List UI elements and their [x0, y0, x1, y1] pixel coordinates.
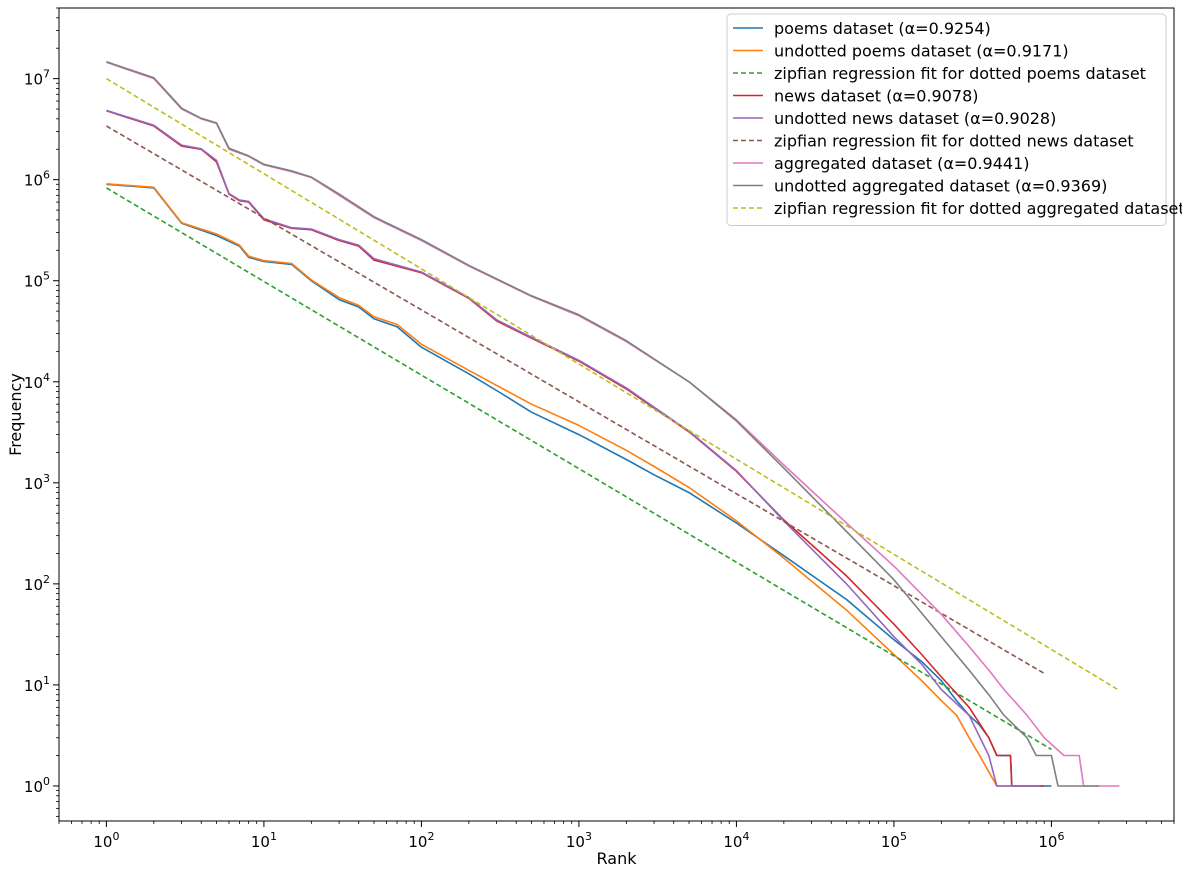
x-axis: 100 101 102 103 104 105 106 [58, 821, 1175, 851]
y-tick-label: 106 [24, 169, 50, 190]
y-tick-label-base: 10 [24, 71, 43, 89]
y-tick-label-exponent: 5 [43, 270, 50, 283]
y-tick-label: 103 [24, 472, 50, 493]
x-tick-label-base: 10 [93, 833, 112, 851]
x-tick-label: 104 [723, 830, 749, 851]
y-tick-label-base: 10 [24, 475, 43, 493]
y-tick-label: 105 [24, 270, 50, 291]
y-tick-label: 101 [24, 674, 50, 695]
series-line-0 [106, 183, 1052, 787]
y-axis-label: Frequency [6, 373, 25, 456]
y-tick-label-exponent: 2 [43, 573, 50, 586]
y-tick-label: 104 [24, 371, 50, 392]
x-axis-label: Rank [597, 849, 638, 868]
legend-label: zipfian regression fit for dotted poems … [774, 64, 1146, 83]
y-tick-label: 107 [24, 68, 50, 89]
legend-label: zipfian regression fit for dotted aggreg… [774, 199, 1182, 218]
y-tick-label-exponent: 1 [43, 674, 50, 687]
x-tick-label-exponent: 3 [585, 830, 592, 843]
legend-label: aggregated dataset (α=0.9441) [774, 154, 1030, 173]
plot-frame [58, 7, 1175, 822]
series-line-6 [106, 61, 1120, 787]
x-tick-label-base: 10 [408, 833, 427, 851]
x-tick-label-exponent: 1 [270, 830, 277, 843]
y-tick-label-exponent: 3 [43, 472, 50, 485]
y-tick-label-exponent: 6 [43, 169, 50, 182]
y-tick-label-exponent: 0 [43, 775, 50, 788]
y-tick-label-base: 10 [24, 778, 43, 796]
x-tick-label: 101 [251, 830, 277, 851]
x-tick-label: 102 [408, 830, 434, 851]
y-tick-label-base: 10 [24, 374, 43, 392]
y-tick-label-base: 10 [24, 172, 43, 190]
series-line-2 [105, 187, 1052, 751]
series-line-5 [105, 125, 1045, 675]
x-tick-label-exponent: 2 [427, 830, 434, 843]
x-tick-label-exponent: 6 [1057, 830, 1064, 843]
x-tick-label-exponent: 5 [900, 830, 907, 843]
x-tick-label-base: 10 [251, 833, 270, 851]
y-tick-label-base: 10 [24, 273, 43, 291]
legend-box [726, 13, 1167, 226]
legend: poems dataset (α=0.9254) undotted poems d… [726, 13, 1182, 226]
series-line-4 [106, 109, 1041, 787]
x-tick-label-base: 10 [881, 833, 900, 851]
y-tick-label-base: 10 [24, 677, 43, 695]
series-line-7 [106, 60, 1099, 787]
y-tick-label-exponent: 4 [43, 371, 50, 384]
x-tick-label-exponent: 4 [742, 830, 749, 843]
x-tick-label: 103 [566, 830, 592, 851]
y-tick-label: 100 [24, 775, 50, 796]
legend-label: undotted aggregated dataset (α=0.9369) [774, 177, 1107, 196]
x-tick-label-base: 10 [566, 833, 585, 851]
legend-label: news dataset (α=0.9078) [774, 87, 979, 106]
x-tick-label-base: 10 [1038, 833, 1057, 851]
legend-label: undotted poems dataset (α=0.9171) [774, 42, 1069, 61]
legend-label: zipfian regression fit for dotted news d… [774, 132, 1134, 151]
x-tick-label: 100 [93, 830, 119, 851]
series-line-8 [105, 77, 1120, 692]
legend-label: poems dataset (α=0.9254) [774, 19, 991, 38]
x-tick-label: 105 [881, 830, 907, 851]
y-tick-label: 102 [24, 573, 50, 594]
series-layer [105, 60, 1120, 787]
y-tick-label-base: 10 [24, 576, 43, 594]
x-tick-label: 106 [1038, 830, 1064, 851]
y-tick-label-exponent: 7 [43, 68, 50, 81]
x-tick-label-exponent: 0 [112, 830, 119, 843]
legend-label: undotted news dataset (α=0.9028) [774, 109, 1056, 128]
x-tick-label-base: 10 [723, 833, 742, 851]
series-line-1 [106, 183, 1011, 787]
